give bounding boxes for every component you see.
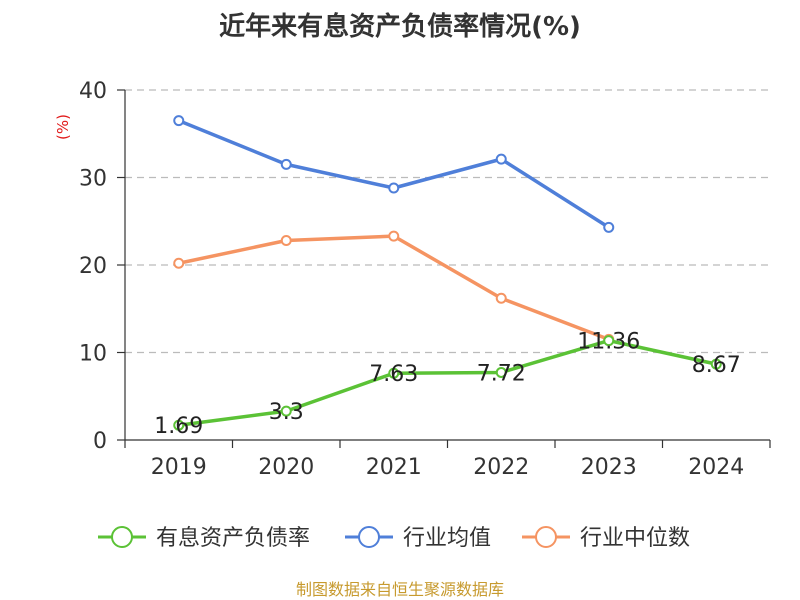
data-point: [280, 235, 292, 246]
y-tick-label: 20: [79, 254, 107, 279]
data-point: [495, 292, 507, 304]
x-tick-label: 2019: [151, 455, 207, 480]
legend: 有息资产负债率 行业均值 行业中位数: [98, 526, 690, 551]
series-0: [173, 335, 722, 431]
data-label: 3.3: [269, 400, 304, 425]
legend-item: 行业均值: [345, 526, 491, 551]
x-tick-label: 2021: [366, 455, 422, 480]
data-point: [495, 153, 507, 165]
y-tick-label: 10: [79, 342, 107, 367]
data-point: [388, 367, 400, 379]
data-point: [495, 366, 507, 378]
data-point: [173, 257, 185, 269]
data-label: 8.67: [692, 353, 741, 378]
chart-title: 近年来有息资产负债率情况(%): [219, 12, 581, 42]
y-axis-unit-label: (%): [54, 114, 72, 140]
legend-item: 有息资产负债率: [98, 526, 310, 551]
series-2: [173, 230, 615, 345]
y-tick-label: 0: [93, 429, 107, 454]
data-point: [173, 419, 185, 431]
legend-marker: [111, 526, 133, 548]
series: [173, 115, 722, 431]
legend-label: 行业均值: [403, 526, 491, 551]
grid-lines: [125, 89, 770, 354]
legend-label: 有息资产负债率: [156, 526, 310, 551]
series-line: [178, 338, 717, 427]
data-label: 7.63: [369, 362, 418, 387]
data-point: [603, 221, 615, 233]
legend-item: 行业中位数: [522, 526, 690, 551]
data-labels: 1.69 3.3 7.63 7.72 11.36 8.67: [154, 330, 740, 440]
y-tick-label: 40: [79, 79, 107, 104]
data-point: [173, 115, 185, 127]
data-point: [710, 358, 722, 370]
legend-label: 行业中位数: [580, 526, 690, 551]
data-label: 11.36: [577, 330, 640, 355]
x-tick-label: 2020: [258, 455, 314, 480]
legend-marker: [358, 526, 380, 548]
series-1: [173, 115, 615, 233]
data-point: [388, 182, 400, 194]
data-label: 1.69: [154, 414, 203, 439]
series-line: [178, 119, 610, 229]
legend-marker: [535, 526, 557, 548]
source-note: 制图数据来自恒生聚源数据库: [295, 580, 504, 599]
data-point: [603, 335, 615, 347]
x-tick-label: 2022: [473, 455, 529, 480]
axes: 0 10 20 30 40 2019 2020 2021 2022 2023 2024: [79, 79, 771, 480]
series-line: [178, 234, 610, 342]
data-point: [388, 230, 400, 242]
x-tick-label: 2023: [581, 455, 637, 480]
data-point: [280, 158, 292, 170]
y-tick-label: 30: [79, 167, 107, 192]
x-tick-label: 2024: [688, 455, 744, 480]
data-point: [280, 405, 292, 417]
data-label: 7.72: [477, 361, 526, 386]
